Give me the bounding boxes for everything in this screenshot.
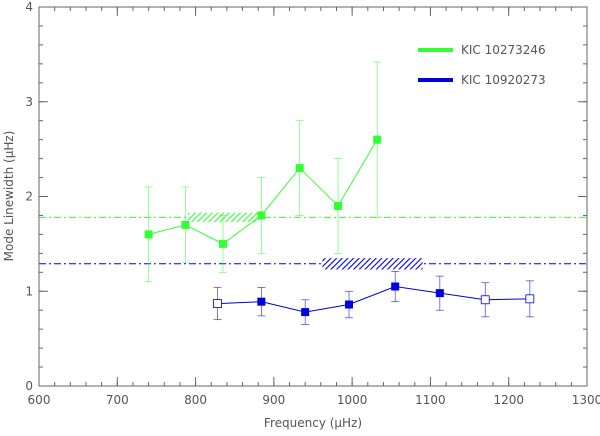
- axes-layer: 600 700 800 900 1000 1100 1200 1300 0 1 2 3 4: [25, 0, 600, 407]
- data-point: [435, 289, 444, 298]
- data-point: [301, 308, 310, 317]
- y-tick-label: 1: [25, 284, 33, 298]
- data-point: [257, 211, 266, 220]
- legend: KIC 10273246 KIC 10920273: [418, 43, 546, 87]
- data-point: [525, 294, 535, 304]
- x-tick-label: 1200: [493, 393, 524, 407]
- x-tick-label: 900: [262, 393, 285, 407]
- data-point: [373, 135, 382, 144]
- legend-label: KIC 10920273: [461, 73, 546, 87]
- data-point: [345, 300, 354, 309]
- x-tick-label: 1100: [415, 393, 446, 407]
- y-tick-label: 4: [25, 0, 33, 14]
- x-tick-label: 600: [28, 393, 51, 407]
- data-point: [144, 230, 153, 239]
- data-point: [181, 220, 190, 229]
- reference-lines-layer: [39, 216, 587, 265]
- plot-frame: [38, 6, 588, 387]
- x-tick-label: 700: [106, 393, 129, 407]
- data-point: [257, 297, 266, 306]
- y-axis-label: Mode Linewidth (μHz): [2, 131, 16, 262]
- x-tick-label: 1300: [572, 393, 600, 407]
- data-layer: [144, 61, 535, 325]
- series-line: [217, 285, 530, 313]
- data-point: [334, 201, 343, 210]
- data-point: [295, 164, 304, 173]
- legend-label: KIC 10273246: [461, 43, 546, 57]
- x-tick-label: 800: [184, 393, 207, 407]
- data-point: [218, 239, 227, 248]
- data-point: [480, 295, 490, 305]
- data-point: [391, 282, 400, 291]
- data-point: [213, 299, 222, 308]
- hatched-band: [322, 258, 423, 270]
- x-tick-label: 1000: [337, 393, 368, 407]
- y-tick-label: 2: [25, 190, 33, 204]
- y-tick-label: 3: [25, 95, 33, 109]
- x-axis-label: Frequency (μHz): [264, 416, 362, 430]
- y-tick-label: 0: [25, 379, 33, 393]
